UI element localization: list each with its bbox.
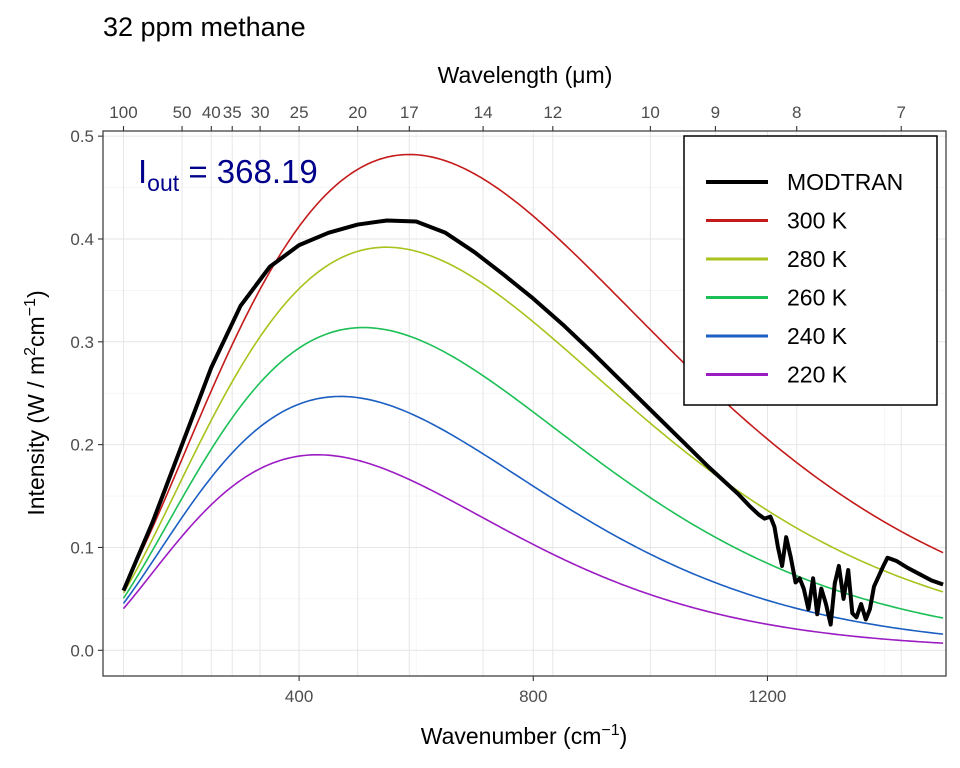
x2-tick-label: 8 — [792, 103, 801, 122]
legend-label-260k: 260 K — [787, 285, 848, 311]
legend-label-240k: 240 K — [787, 323, 848, 349]
legend-label-300k: 300 K — [787, 208, 848, 234]
y-tick-label: 0.2 — [70, 436, 94, 455]
top-axis-title: Wavelength (μm) — [438, 62, 613, 88]
x-axis-title-close: ) — [620, 723, 628, 749]
x-axis-title-sup: −1 — [601, 722, 619, 739]
x-tick-label: 800 — [519, 687, 547, 706]
x2-tick-label: 35 — [223, 103, 242, 122]
series-line-240k — [122, 395, 944, 635]
x2-tick-label: 9 — [711, 103, 720, 122]
x2-tick-label: 10 — [641, 103, 660, 122]
iout-eq: = — [179, 153, 217, 190]
iout-sub: out — [147, 170, 180, 196]
planck-lines — [122, 153, 944, 644]
series-line-220k — [122, 453, 944, 644]
modtran-line-group — [121, 218, 944, 627]
x2-tick-label: 40 — [202, 103, 221, 122]
x-tick-label: 1200 — [749, 687, 787, 706]
legend-label-220k: 220 K — [787, 362, 848, 388]
series-line-280k — [122, 246, 944, 594]
y-axis-title: Intensity (W / m2cm−1) — [22, 290, 49, 515]
plot-border — [102, 130, 947, 677]
y-axis-title-sup2: 2 — [22, 347, 39, 356]
series-line-modtran — [121, 218, 944, 627]
y-tick-label: 0.1 — [70, 538, 94, 557]
x2-tick-label: 12 — [543, 103, 562, 122]
x2-tick-label: 20 — [348, 103, 367, 122]
y-tick-label: 0.5 — [70, 127, 94, 146]
y-tick-label: 0.4 — [70, 230, 94, 249]
x2-tick-label: 25 — [290, 103, 309, 122]
iout-value: 368.19 — [217, 153, 318, 190]
x2-tick-label: 30 — [251, 103, 270, 122]
x2-tick-label: 7 — [897, 103, 906, 122]
chart-title: 32 ppm methane — [103, 12, 306, 42]
y-tick-label: 0.0 — [70, 641, 94, 660]
y-axis-title-close: ) — [23, 290, 49, 298]
y-axis-title-cm: cm — [23, 316, 49, 347]
x-axis-title-main: Wavenumber (cm — [421, 723, 602, 749]
y-axis-left: 0.0 0.1 0.2 0.3 0.4 0.5 — [70, 127, 103, 660]
legend-label-modtran: MODTRAN — [787, 169, 903, 195]
x-axis-top: 100 50 40 35 30 25 20 17 14 12 10 9 8 7 — [109, 103, 906, 131]
x-tick-label: 400 — [285, 687, 313, 706]
iout-annotation: Iout = 368.19 — [138, 153, 318, 196]
x-axis-title: Wavenumber (cm−1) — [421, 722, 628, 749]
x2-tick-label: 100 — [109, 103, 137, 122]
y-tick-label: 0.3 — [70, 333, 94, 352]
x2-tick-label: 50 — [173, 103, 192, 122]
legend-label-280k: 280 K — [787, 246, 848, 272]
x2-tick-label: 14 — [474, 103, 493, 122]
series-line-260k — [122, 326, 944, 619]
series-line-300k — [122, 153, 944, 589]
iout-base: I — [138, 153, 147, 190]
legend: MODTRAN 300 K 280 K 260 K 240 K 220 K — [683, 135, 938, 406]
y-axis-title-sup1: −1 — [22, 298, 39, 316]
x2-tick-label: 17 — [400, 103, 419, 122]
x-axis-bottom: 400 800 1200 — [285, 676, 786, 706]
y-axis-title-main: Intensity (W / m — [23, 356, 49, 516]
